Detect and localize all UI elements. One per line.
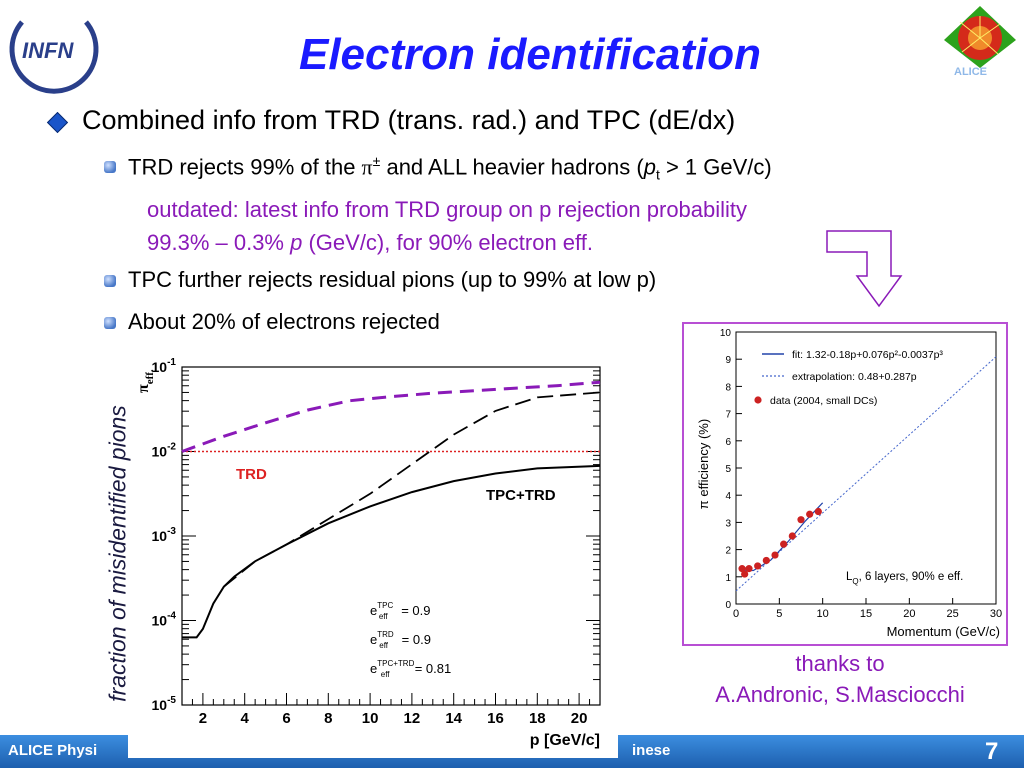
plot-frame [181,366,601,706]
y-tick-label: 4 [725,491,731,502]
pion-symbol: π [361,154,373,180]
left-chart: 10-1 10-2 10-3 10-4 10-5 2 4 6 8 10 12 14 16 18 20 p [G… [135,357,601,749]
x-tick-label: 2 [199,710,207,727]
x-tick-label: 10 [362,710,379,727]
trd-label: TRD [236,466,267,483]
infn-logo: INFN [4,8,104,98]
x-tick-label: 4 [241,710,250,727]
y-tick-label: 9 [725,355,731,366]
thanks-line1: thanks to [795,651,885,676]
y-tick-label: 10-3 [152,526,177,544]
y-tick-label: 1 [725,573,731,584]
main-bullet-text: Combined info from TRD (trans. rad.) and… [82,105,736,135]
footer-right-text: inese [632,742,671,759]
data-point [745,565,753,573]
efficiency-label: eTPC eff = 0.9 [370,601,430,621]
x-tick-label: 15 [860,608,872,620]
data-point [806,510,814,518]
y-tick-label: 7 [725,410,731,421]
y-tick-label: 0 [725,600,731,611]
data-point [771,551,779,559]
data-point [741,570,749,578]
legend-extrap-text: extrapolation: 0.48+0.287p [792,371,917,383]
x-tick-label: 8 [324,710,332,727]
sub-bullet-2: TPC further rejects residual pions (up t… [128,267,657,292]
slide-title: Electron identification [298,30,762,79]
x-tick-label: 6 [282,710,290,727]
y-tick-label: 6 [725,437,731,448]
x-tick-label: 16 [487,710,504,727]
efficiency-label: eTRD eff = 0.9 [370,630,431,650]
data-point [814,507,822,516]
y-tick-label: 3 [725,518,731,529]
y-tick-label: 8 [725,382,731,393]
x-tick-label: 10 [817,608,829,620]
x-tick-label: 25 [947,608,959,620]
diamond-bullet-icon [46,111,69,134]
thanks-note: thanks to A.Andronic, S.Masciocchi [670,648,1010,710]
infn-logo-text: INFN [22,38,74,63]
sub1-text-before: TRD rejects 99% of the [128,154,362,180]
x-tick-label: 20 [903,608,915,620]
sub1-text-mid: and ALL heavier hadrons ( [380,154,644,180]
x-tick-label: 0 [733,608,739,620]
left-chart-ylabel: fraction of misidentified pions [104,405,131,702]
y-tick-label: 10-2 [152,442,177,460]
sub1-text-after: > 1 GeV/c) [659,154,772,180]
x-tick-label: 18 [529,710,546,727]
page-number: 7 [985,738,999,765]
right-chart: 0 1 2 3 4 5 6 7 8 9 10 0 5 10 15 20 25 30 Momentum (GeV/c)… [696,328,1002,639]
footer-left-text: ALICE Physi [8,742,98,759]
alice-logo-text: ALICE [954,66,987,76]
outdated-note-line2: 99.3% – 0.3% p (GeV/c), for 90% electron… [147,230,593,256]
y-tick-label: 10-1 [152,357,177,375]
sub-bullet-3: About 20% of electrons rejected [128,309,440,334]
data-point [788,532,796,540]
legend-data-swatch [754,396,762,404]
sub-bullet-icon [104,317,116,329]
note-line2-a: 99.3% – 0.3% [147,230,291,255]
note-line2-b: (GeV/c), for 90% electron eff. [302,230,593,255]
x-axis-label: Momentum (GeV/c) [887,624,1000,639]
y-tick-label: 10-5 [152,695,177,713]
sub-bullet-1: TRD rejects 99% of the π± and ALL heavie… [128,153,772,183]
pm-symbol: ± [372,153,381,169]
data-point [780,540,788,548]
note-line2-p: p [290,230,303,255]
p-symbol: p [643,154,656,180]
t-subscript: t [655,166,660,183]
series-line-black-dashed [223,391,601,588]
y-tick-label: 2 [725,546,731,557]
efficiency-label: eTPC+TRD eff = 0.81 [370,659,451,679]
data-point [762,556,770,565]
thanks-line2: A.Andronic, S.Masciocchi [715,682,965,707]
y-axis-label: π efficiency (%) [696,419,711,509]
y-tick-label: 10 [720,328,732,339]
data-point [754,562,762,570]
left-chart-panel [128,338,618,758]
data-point [738,565,746,573]
x-tick-label: 12 [404,710,421,727]
annotation-text: LQ, 6 layers, 90% e eff. [846,571,963,586]
x-tick-label: 14 [445,710,462,727]
x-axis-label: p [GeV/c] [530,732,600,749]
sub-bullet-icon [104,275,116,287]
y-axis-symbol: πeff. [135,369,156,393]
y-tick-label: 10-4 [152,611,177,629]
down-arrow-icon [826,230,906,315]
outdated-note-line1: outdated: latest info from TRD group on … [147,197,748,222]
alice-logo: ALICE [940,4,1020,78]
tpc-trd-label: TPC+TRD [486,487,556,504]
legend-fit-text: fit: 1.32-0.18p+0.076p²-0.0037p³ [792,349,943,361]
x-tick-label: 30 [990,608,1002,620]
legend-data-text: data (2004, small DCs) [770,395,877,407]
sub-bullet-icon [104,161,116,173]
x-tick-label: 5 [776,608,782,620]
x-tick-label: 20 [571,710,588,727]
series-line-purple-dashed [181,380,601,453]
y-tick-label: 5 [725,464,731,475]
data-point [797,516,805,524]
